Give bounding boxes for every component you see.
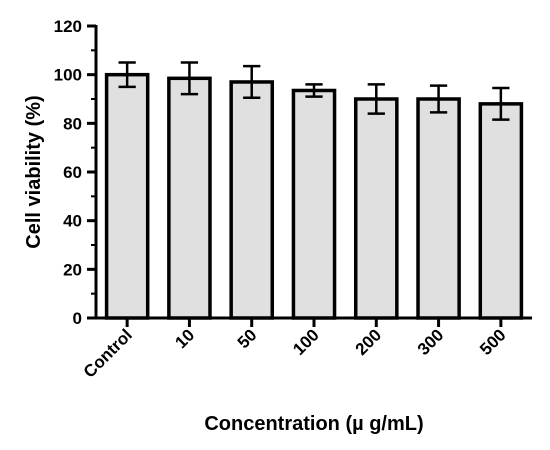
y-tick-label: 20 [63, 260, 82, 279]
bar [291, 88, 337, 320]
x-tick-label: 300 [414, 325, 447, 358]
bar [104, 72, 150, 320]
x-tick-label: 10 [171, 325, 198, 352]
x-tick-label: 500 [476, 325, 509, 358]
x-tick-label: 200 [352, 325, 385, 358]
x-axis-title: Concentration (µ g/mL) [204, 413, 423, 435]
x-tick-label: Control [80, 325, 136, 381]
bar [167, 76, 212, 320]
bar [229, 80, 275, 320]
y-tick-label: 60 [63, 163, 82, 182]
bar [478, 102, 524, 320]
bar [353, 97, 399, 320]
y-tick-label: 0 [73, 309, 82, 328]
bar [416, 97, 461, 320]
y-axis-title: Cell viability (%) [23, 95, 45, 248]
y-axis: 0 20 40 60 80 100 120 [54, 17, 98, 328]
y-tick-label: 80 [63, 114, 82, 133]
x-tick-label: 50 [234, 325, 261, 352]
y-tick-label: 40 [63, 212, 82, 231]
x-tick-label: 100 [289, 325, 322, 358]
x-axis: Control 10 50 100 200 300 500 [80, 316, 532, 382]
y-tick-label: 100 [54, 66, 82, 85]
y-tick-label: 120 [54, 17, 82, 36]
bars-group [104, 61, 524, 320]
